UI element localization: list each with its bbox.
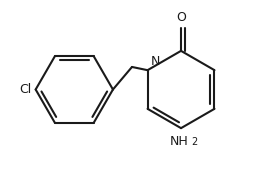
Text: Cl: Cl	[19, 83, 31, 96]
Text: O: O	[176, 11, 186, 24]
Text: 2: 2	[191, 137, 198, 147]
Text: NH: NH	[170, 135, 189, 148]
Text: N: N	[150, 55, 160, 68]
